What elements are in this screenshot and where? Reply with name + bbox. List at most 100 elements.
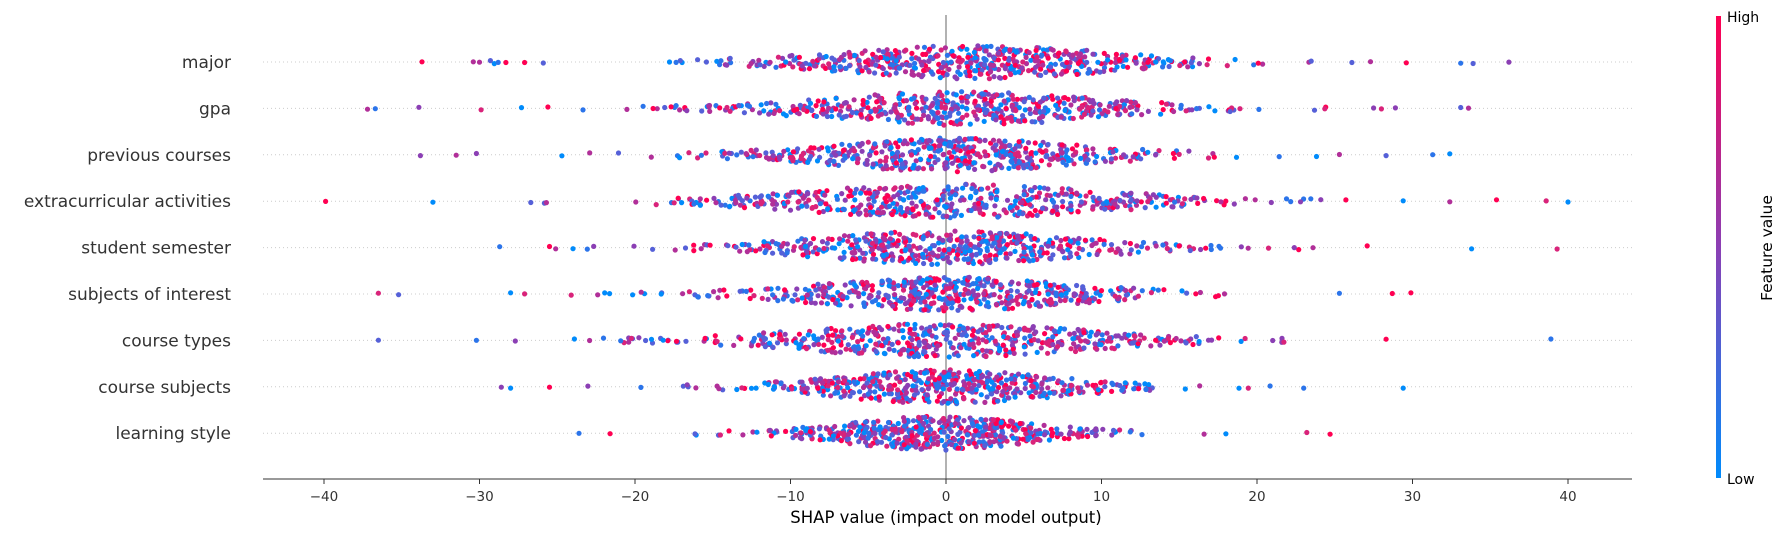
shap-point bbox=[862, 439, 869, 445]
shap-point bbox=[1242, 335, 1248, 342]
shap-point bbox=[866, 196, 872, 202]
shap-point bbox=[825, 236, 832, 242]
shap-point bbox=[948, 281, 954, 287]
shap-point bbox=[1205, 155, 1212, 161]
shap-point bbox=[1201, 195, 1207, 202]
shap-point bbox=[870, 251, 877, 258]
shap-point bbox=[738, 336, 744, 342]
shap-point bbox=[986, 323, 992, 329]
shap-point bbox=[793, 432, 799, 438]
shap-point bbox=[798, 430, 804, 436]
shap-point bbox=[884, 139, 890, 145]
shap-point bbox=[860, 250, 866, 256]
shap-point bbox=[969, 332, 976, 338]
shap-point bbox=[791, 244, 797, 250]
shap-point bbox=[1059, 186, 1065, 192]
shap-point bbox=[1088, 112, 1094, 118]
shap-point bbox=[795, 199, 801, 205]
shap-point bbox=[1251, 62, 1257, 68]
shap-point bbox=[1016, 105, 1022, 111]
shap-point bbox=[923, 104, 929, 110]
shap-point bbox=[928, 145, 934, 151]
shap-point bbox=[1026, 390, 1032, 396]
shap-point-outlier bbox=[543, 200, 550, 206]
shap-point bbox=[879, 149, 885, 155]
shap-point bbox=[920, 420, 927, 427]
shap-point bbox=[1090, 51, 1096, 57]
shap-point bbox=[775, 285, 781, 291]
shap-point bbox=[1030, 439, 1036, 445]
shap-point bbox=[1067, 238, 1074, 244]
shap-point bbox=[824, 188, 830, 194]
shap-point bbox=[852, 282, 858, 288]
shap-point bbox=[1308, 58, 1314, 64]
shap-point bbox=[757, 110, 763, 116]
shap-point bbox=[766, 194, 772, 200]
shap-point bbox=[978, 195, 984, 201]
shap-point-outlier bbox=[1201, 431, 1207, 437]
shap-point bbox=[1245, 385, 1251, 391]
shap-point bbox=[941, 330, 947, 336]
shap-point bbox=[1218, 199, 1224, 205]
shap-point bbox=[1106, 335, 1113, 341]
shap-point bbox=[999, 324, 1005, 331]
shap-point bbox=[1087, 333, 1093, 339]
shap-point bbox=[1039, 149, 1045, 155]
shap-point-outlier bbox=[522, 291, 528, 297]
shap-point bbox=[835, 207, 841, 213]
shap-point bbox=[780, 296, 787, 302]
shap-point bbox=[1033, 150, 1039, 156]
shap-point bbox=[914, 116, 921, 122]
shap-point bbox=[813, 113, 820, 119]
shap-point bbox=[856, 439, 862, 445]
shap-point bbox=[1135, 293, 1141, 299]
shap-point bbox=[893, 109, 900, 115]
shap-point bbox=[997, 242, 1003, 248]
shap-point bbox=[756, 332, 762, 338]
shap-point bbox=[979, 347, 986, 353]
shap-point bbox=[638, 384, 644, 390]
shap-point bbox=[1085, 104, 1091, 111]
shap-point bbox=[903, 47, 909, 53]
shap-point bbox=[815, 385, 821, 391]
shap-point bbox=[833, 106, 839, 112]
shap-point bbox=[961, 197, 967, 203]
shap-point bbox=[800, 195, 807, 201]
shap-point bbox=[997, 230, 1003, 237]
shap-point bbox=[1093, 332, 1099, 338]
shap-point bbox=[867, 204, 874, 211]
shap-point bbox=[868, 231, 874, 237]
shap-point bbox=[929, 261, 935, 267]
shap-point bbox=[954, 147, 960, 153]
shap-point bbox=[919, 325, 925, 331]
shap-point bbox=[800, 150, 807, 156]
shap-point bbox=[841, 393, 847, 399]
shap-point bbox=[792, 292, 798, 298]
shap-point bbox=[878, 204, 885, 210]
shap-point bbox=[1055, 211, 1061, 217]
shap-point bbox=[1102, 206, 1108, 212]
shap-point bbox=[956, 135, 963, 141]
shap-point bbox=[1127, 104, 1133, 110]
shap-point bbox=[711, 195, 717, 201]
shap-point bbox=[802, 243, 809, 250]
shap-point bbox=[879, 278, 885, 284]
shap-point bbox=[907, 293, 913, 299]
shap-point bbox=[845, 342, 851, 348]
shap-point bbox=[695, 57, 701, 63]
shap-point bbox=[790, 64, 796, 70]
shap-point bbox=[772, 206, 778, 212]
shap-point bbox=[1148, 290, 1154, 296]
shap-point bbox=[1012, 151, 1019, 157]
shap-point bbox=[712, 333, 718, 339]
shap-point bbox=[975, 107, 981, 113]
shap-point bbox=[889, 341, 895, 347]
shap-point bbox=[936, 69, 942, 75]
shap-point bbox=[1061, 255, 1068, 261]
shap-point bbox=[1047, 193, 1053, 199]
shap-point bbox=[914, 44, 920, 50]
shap-point bbox=[1141, 335, 1147, 341]
shap-point bbox=[1128, 207, 1134, 213]
shap-point bbox=[638, 289, 644, 295]
shap-point bbox=[835, 338, 841, 344]
